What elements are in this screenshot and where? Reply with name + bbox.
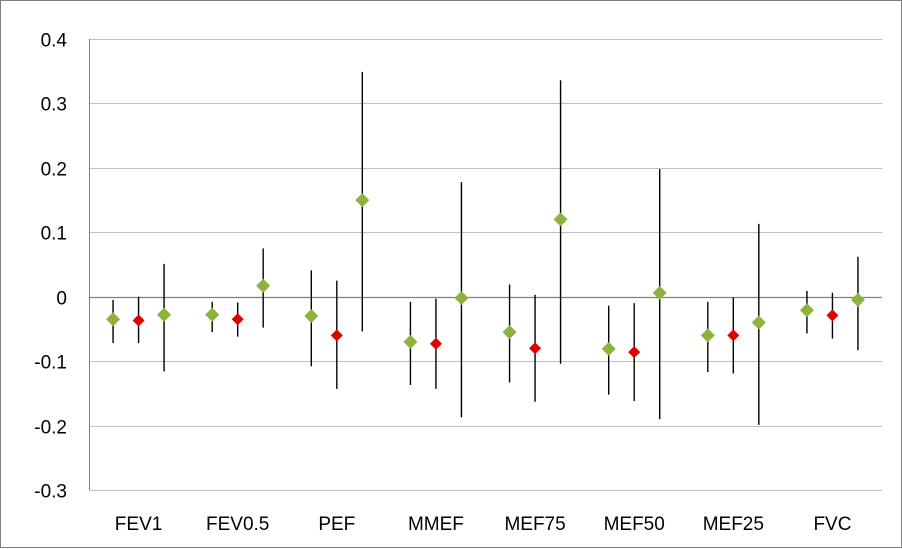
- data-point: [205, 307, 220, 322]
- x-tick-label: FEV1: [115, 514, 163, 535]
- data-point: [355, 193, 370, 208]
- y-tick-label: 0.1: [41, 224, 67, 245]
- data-point: [652, 285, 667, 300]
- data-point: [330, 329, 343, 342]
- y-tick-label: 0: [56, 289, 67, 310]
- data-point: [256, 278, 271, 293]
- y-tick-label: -0.3: [34, 482, 67, 503]
- data-point: [700, 328, 715, 343]
- gridlines: [89, 39, 882, 491]
- x-tick-labels: FEV1 FEV0.5 PEF MMEF MEF75 MEF50 MEF25 FVC: [115, 514, 852, 535]
- x-tick-label: FVC: [813, 514, 851, 535]
- data-point: [429, 337, 442, 350]
- data-point: [826, 309, 839, 322]
- axes: [89, 39, 882, 490]
- y-tick-label: -0.2: [34, 418, 67, 439]
- y-tick-label: 0.3: [41, 95, 67, 116]
- data-point: [727, 329, 740, 342]
- y-tick-label: 0.2: [41, 160, 67, 181]
- data-point: [157, 307, 172, 322]
- data-point: [553, 212, 568, 227]
- data-point: [799, 303, 814, 318]
- data-point: [304, 309, 319, 324]
- data-point: [132, 314, 145, 327]
- x-tick-label: MEF25: [703, 514, 764, 535]
- data-point: [403, 334, 418, 349]
- y-tick-labels: 0.4 0.3 0.2 0.1 0 -0.1 -0.2 -0.3: [34, 31, 67, 503]
- x-tick-label: FEV0.5: [206, 514, 269, 535]
- y-tick-label: 0.4: [41, 31, 68, 52]
- data-point: [106, 312, 121, 327]
- data-points: [106, 193, 865, 359]
- data-point: [529, 342, 542, 355]
- data-point: [850, 292, 865, 307]
- data-point: [454, 291, 469, 306]
- data-point: [601, 341, 616, 356]
- data-point: [231, 313, 244, 326]
- x-tick-label: MMEF: [408, 514, 464, 535]
- x-tick-label: MEF75: [504, 514, 565, 535]
- x-tick-label: PEF: [318, 514, 355, 535]
- y-tick-label: -0.1: [34, 353, 67, 374]
- error-bars: [112, 71, 859, 425]
- data-point: [502, 325, 517, 340]
- x-tick-label: MEF50: [604, 514, 665, 535]
- data-point: [751, 315, 766, 330]
- data-point: [628, 346, 641, 359]
